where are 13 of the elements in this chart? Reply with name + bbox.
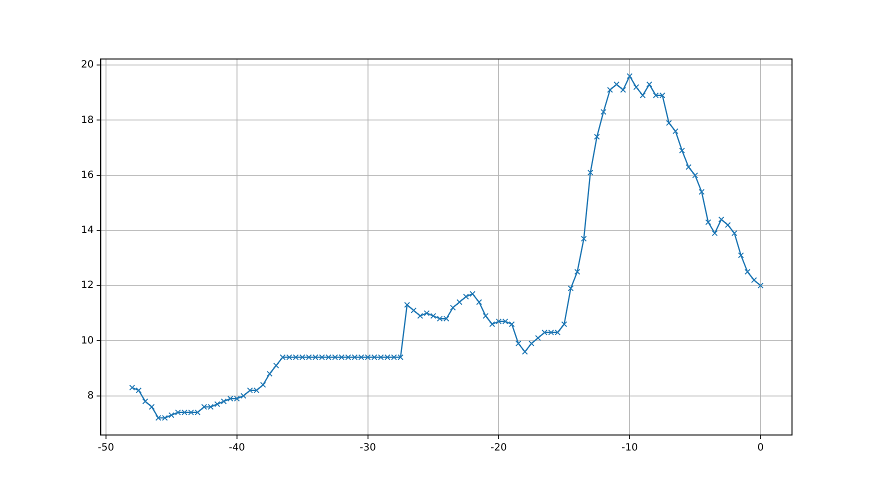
x-tick-label: -40: [228, 442, 246, 454]
y-tick-label: 20: [80, 60, 94, 71]
y-tick-label: 10: [80, 335, 94, 346]
x-tick-label: 0: [757, 442, 764, 454]
y-tick-label: 18: [80, 114, 94, 126]
x-tick-label: -10: [621, 442, 638, 454]
x-tick-label: -20: [490, 442, 507, 454]
y-tick-label: 14: [80, 225, 94, 236]
x-tick-label: -50: [98, 442, 114, 454]
y-tick-label: 16: [80, 170, 94, 181]
y-tick-label: 12: [80, 280, 94, 292]
x-tick-label: -30: [360, 442, 376, 454]
y-tick-label: 8: [87, 390, 94, 402]
